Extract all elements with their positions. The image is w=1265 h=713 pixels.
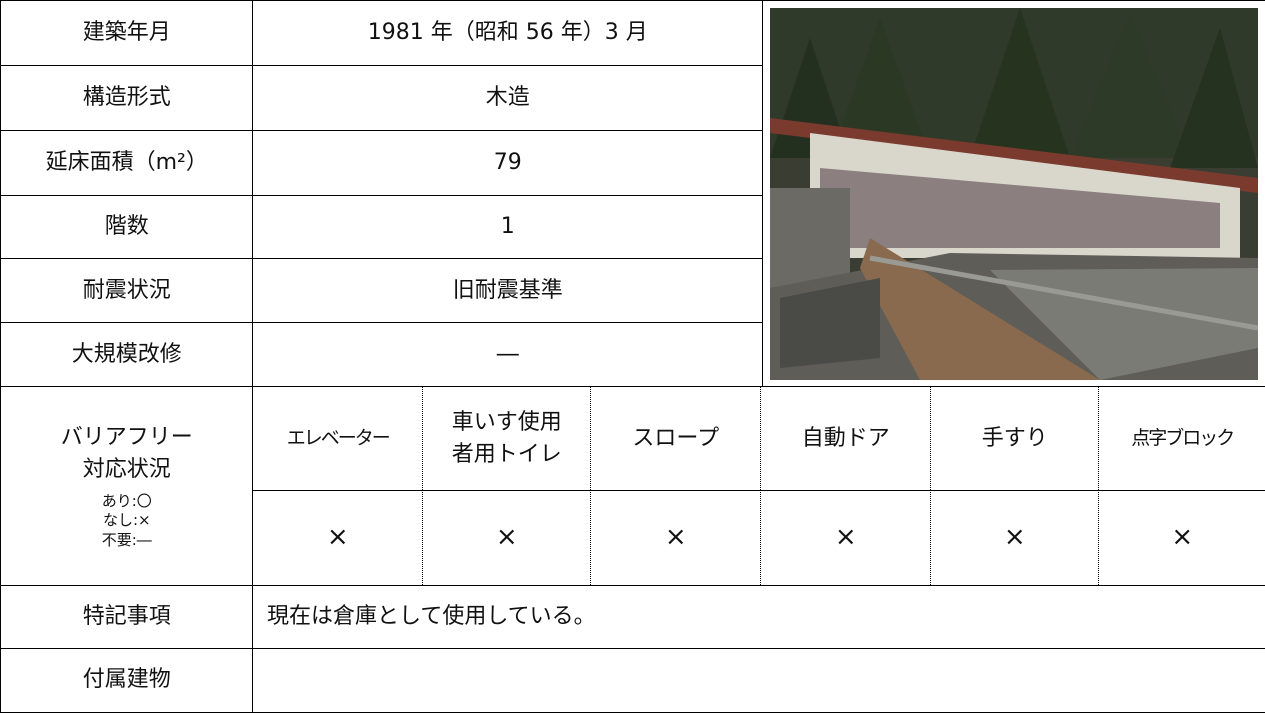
- barrier-item-status: ×: [1098, 490, 1265, 587]
- item-name-line: 手すり: [981, 425, 1048, 451]
- row-value: 1: [252, 195, 764, 260]
- row-value: 木造: [252, 65, 764, 132]
- item-name-line: 者用トイレ: [451, 441, 562, 467]
- item-name-line: スロープ: [632, 425, 720, 451]
- notes-value: 現在は倉庫として使用している。: [252, 585, 1265, 650]
- barrier-item-status: ×: [760, 490, 932, 587]
- barrier-item-status: ×: [422, 490, 592, 587]
- barrier-item-status: ×: [590, 490, 762, 587]
- item-name-line: エレベーター: [286, 426, 391, 449]
- barrier-item-name: エレベーター: [252, 386, 424, 492]
- row-label: 階数: [0, 195, 254, 260]
- row-value: ―: [252, 322, 764, 388]
- barrier-item-name: 自動ドア: [760, 386, 932, 492]
- row-label: 耐震状況: [0, 258, 254, 324]
- barrier-item-status: ×: [930, 490, 1100, 587]
- building-photo: [770, 8, 1258, 380]
- legend-line: なし:×: [102, 511, 151, 530]
- legend-line: 不要:―: [101, 530, 152, 549]
- row-label: 延床面積（m²）: [0, 130, 254, 197]
- barrier-item-name: 手すり: [930, 386, 1100, 492]
- barrier-label: バリアフリー 対応状況あり:〇 なし:× 不要:―: [0, 386, 254, 587]
- row-label: 建築年月: [0, 0, 254, 67]
- barrier-label-line: 対応状況: [82, 457, 171, 482]
- barrier-item-status: ×: [252, 490, 424, 587]
- barrier-item-name: 点字ブロック: [1098, 386, 1265, 492]
- row-value: 79: [252, 130, 764, 197]
- row-value: 旧耐震基準: [252, 258, 764, 324]
- item-name-line: 自動ドア: [801, 425, 890, 451]
- barrier-legend: あり:〇 なし:× 不要:―: [102, 492, 152, 551]
- row-label: 構造形式: [0, 65, 254, 132]
- item-name-line: 車いす使用: [451, 409, 562, 435]
- annex-label: 付属建物: [0, 648, 254, 713]
- item-name-line: 点字ブロック: [1131, 426, 1235, 449]
- notes-label: 特記事項: [0, 585, 254, 650]
- annex-value: [252, 648, 1265, 713]
- row-value: 1981 年（昭和 56 年）3 月: [252, 0, 764, 67]
- barrier-item-name: スロープ: [590, 386, 762, 492]
- barrier-item-name: 車いす使用者用トイレ: [422, 386, 592, 492]
- legend-line: あり:〇: [101, 491, 152, 510]
- barrier-label-line: バリアフリー: [60, 425, 193, 451]
- row-label: 大規模改修: [0, 322, 254, 388]
